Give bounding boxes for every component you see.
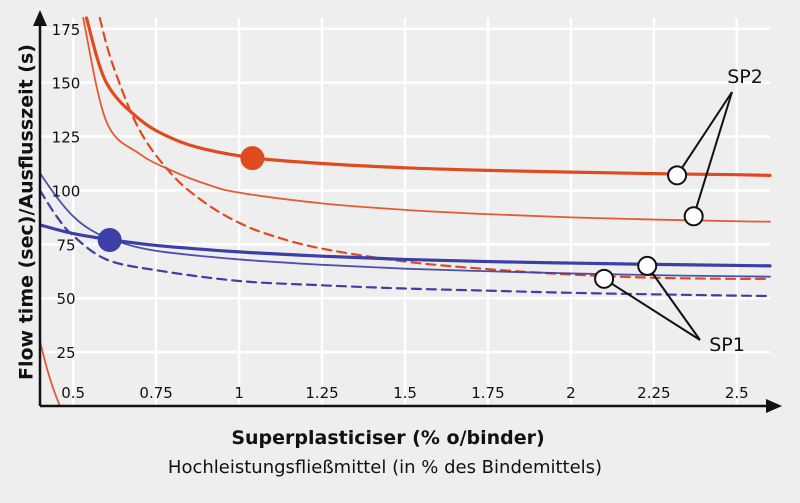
- x-axis-arrow-icon: [766, 399, 782, 413]
- y-tick-label: 150: [52, 75, 81, 93]
- callout-open-circle: [667, 165, 688, 186]
- y-axis-arrow-icon: [33, 10, 47, 26]
- y-tick-label: 175: [52, 21, 81, 39]
- x-axis-label-secondary: Hochleistungsfließmittel (in % des Binde…: [168, 457, 602, 478]
- series-line-sp2-solid-thin: [82, 17, 771, 223]
- x-tick-label: 2: [566, 384, 576, 402]
- y-tick-label: 50: [56, 290, 75, 308]
- grid: [40, 18, 770, 406]
- tick-labels: 0.5 0.75 1 1.25 1.5 1.75 2 2.25 2.5 25 50 75 100 125 1…: [52, 21, 749, 402]
- marker-sp2: [240, 146, 265, 171]
- x-axis-label: Superplasticiser (% o/binder): [231, 427, 544, 449]
- y-tick-label: 125: [52, 129, 81, 147]
- callout-line: [603, 277, 701, 341]
- y-axis-label: Flow time (sec)/Ausflusszeit (s): [16, 44, 38, 380]
- x-tick-label: 0.5: [61, 384, 85, 402]
- callout-open-circle: [637, 255, 658, 276]
- callout-line: [692, 91, 733, 217]
- y-tick-label: 75: [56, 236, 75, 254]
- callout-open-circle: [594, 268, 615, 289]
- y-tick-label: 100: [52, 182, 81, 200]
- series-line-sp2-solid-thick: [84, 16, 772, 177]
- markers: [97, 146, 265, 253]
- x-tick-label: 0.75: [139, 384, 172, 402]
- y-tick-label: 25: [56, 344, 75, 362]
- axes: [33, 10, 782, 413]
- callout-line: [676, 91, 733, 176]
- series-line-sp2-dashed: [98, 16, 772, 281]
- x-tick-label: 2.25: [637, 384, 670, 402]
- annotation-label-sp2: SP2: [727, 66, 763, 88]
- marker-sp1: [97, 228, 122, 253]
- x-tick-label: 1.25: [305, 384, 338, 402]
- x-tick-label: 1.75: [471, 384, 504, 402]
- annotations: SP2 SP1: [594, 66, 763, 356]
- callout-open-circle: [683, 206, 704, 227]
- series-line-sp2-solid-thin: [40, 340, 61, 406]
- callout-line: [646, 265, 701, 341]
- series-line-sp1-dashed: [40, 189, 772, 298]
- annotation-label-sp1: SP1: [709, 334, 745, 356]
- x-tick-label: 2.5: [725, 384, 749, 402]
- x-tick-label: 1: [234, 384, 244, 402]
- x-tick-label: 1.5: [393, 384, 417, 402]
